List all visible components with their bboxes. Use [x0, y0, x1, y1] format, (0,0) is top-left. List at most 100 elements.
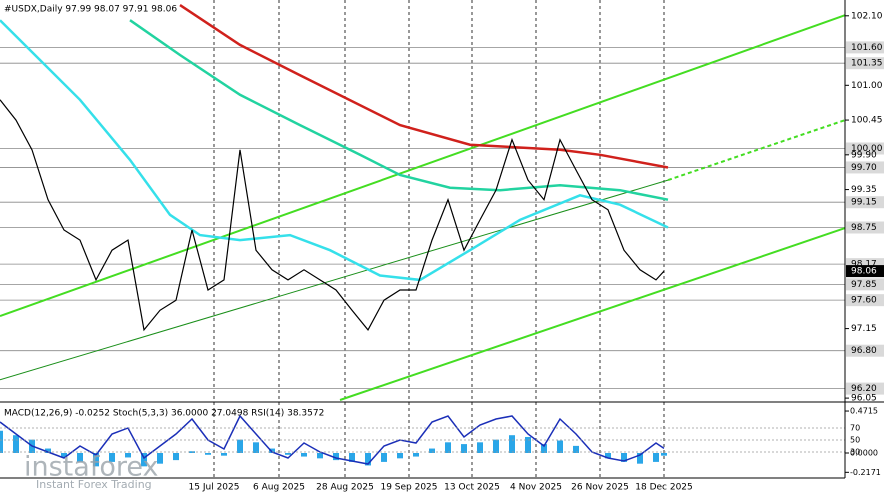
trendline [0, 179, 669, 381]
level-tag [846, 142, 884, 155]
level-label: 98.17 [851, 260, 877, 270]
last-price-tag [846, 265, 884, 278]
level-tag [846, 196, 884, 209]
y-tick-label: 100.45 [851, 116, 883, 126]
macd-bar [365, 453, 371, 466]
y-tick-label: 97.15 [851, 324, 877, 334]
macd-bar [509, 435, 515, 453]
macd-bar [461, 444, 467, 453]
macd-bar [237, 439, 243, 453]
level-label: 96.20 [851, 384, 877, 394]
x-tick-label: 13 Oct 2025 [444, 483, 500, 493]
macd-bar [541, 444, 547, 453]
macd-bar [141, 453, 147, 467]
x-tick-label: 26 Nov 2025 [571, 483, 629, 493]
macd-bar [253, 442, 259, 453]
macd-bar [109, 453, 115, 462]
y-tick-label: 101.00 [851, 81, 883, 91]
macd-bar [605, 453, 611, 459]
macd-bar [333, 453, 339, 461]
macd-bar [13, 435, 19, 453]
moving-average [0, 19, 669, 282]
macd-bar [205, 453, 211, 455]
stoch-line [0, 414, 665, 465]
y-tick-label: 99.35 [851, 185, 877, 195]
macd-bar [77, 453, 83, 462]
moving-average [179, 4, 669, 169]
level-label: 97.85 [851, 280, 877, 290]
level-label: 97.60 [851, 296, 877, 306]
macd-bar [125, 453, 131, 458]
macd-bar [301, 453, 307, 457]
macd-bar [493, 439, 499, 453]
macd-bar [349, 453, 355, 462]
y-tick-label: 96.05 [851, 394, 877, 404]
x-tick-label: 15 Jul 2025 [189, 483, 240, 493]
moving-average [129, 19, 669, 201]
trendline [339, 227, 846, 401]
macd-bar [157, 453, 163, 464]
level-label: 101.60 [851, 43, 883, 53]
x-tick-label: 4 Nov 2025 [510, 483, 562, 493]
macd-tick-label: -0.2171 [850, 468, 881, 477]
indicator-title: MACD(12,26,9) -0.0252 Stoch(5,3,3) 36.00… [4, 409, 324, 419]
macd-bar [221, 453, 227, 456]
level-tag [846, 294, 884, 307]
stoch-tick-label: 30 [850, 448, 860, 457]
chart-title: #USDX,Daily 97.99 98.07 97.91 98.06 [4, 5, 177, 15]
macd-bar [621, 453, 627, 462]
macd-bar [61, 453, 67, 458]
x-tick-label: 6 Aug 2025 [253, 483, 305, 493]
level-label: 100.00 [851, 144, 883, 154]
macd-bar [661, 453, 667, 456]
level-label: 99.70 [851, 163, 877, 173]
macd-bar [445, 442, 451, 453]
stoch-tick-label: 70 [850, 424, 860, 433]
level-tag [846, 161, 884, 174]
level-tag [846, 221, 884, 234]
macd-bar [525, 436, 531, 453]
macd-bar [653, 453, 659, 462]
macd-bar [269, 448, 275, 453]
watermark-subtitle: Instant Forex Trading [36, 478, 152, 491]
price-panel [0, 0, 846, 478]
watermark: instaforex [24, 452, 158, 483]
level-tag [846, 382, 884, 395]
macd-bar [397, 453, 403, 459]
macd-bar [413, 453, 419, 457]
macd-bar [477, 442, 483, 453]
macd-bar [45, 448, 51, 453]
macd-bar [93, 453, 99, 467]
level-label: 98.75 [851, 223, 877, 233]
level-tag [846, 41, 884, 54]
macd-bar [317, 453, 323, 459]
y-tick-label: 102.10 [851, 11, 883, 21]
macd-bar [573, 445, 579, 453]
macd-tick-label: 0.0000 [850, 449, 878, 458]
level-tag [846, 344, 884, 357]
trendline [667, 119, 846, 182]
level-label: 99.15 [851, 198, 877, 208]
level-tag [846, 57, 884, 70]
x-tick-label: 28 Aug 2025 [316, 483, 374, 493]
y-tick-label: 99.90 [851, 150, 877, 160]
last-price-label: 98.06 [851, 267, 877, 277]
macd-tick-label: 0.4715 [850, 407, 878, 416]
indicator-panel [0, 410, 849, 473]
x-tick-label: 19 Sep 2025 [380, 483, 437, 493]
macd-bar [637, 453, 643, 464]
trendline [0, 14, 846, 317]
level-label: 101.35 [851, 59, 883, 69]
x-tick-label: 18 Dec 2025 [635, 483, 693, 493]
level-tag [846, 278, 884, 291]
macd-bar [285, 453, 291, 455]
macd-bar [429, 448, 435, 453]
macd-bar [557, 440, 563, 453]
macd-bar [0, 430, 3, 453]
price-line [0, 99, 665, 332]
macd-bar [381, 453, 387, 462]
macd-bar [173, 453, 179, 461]
